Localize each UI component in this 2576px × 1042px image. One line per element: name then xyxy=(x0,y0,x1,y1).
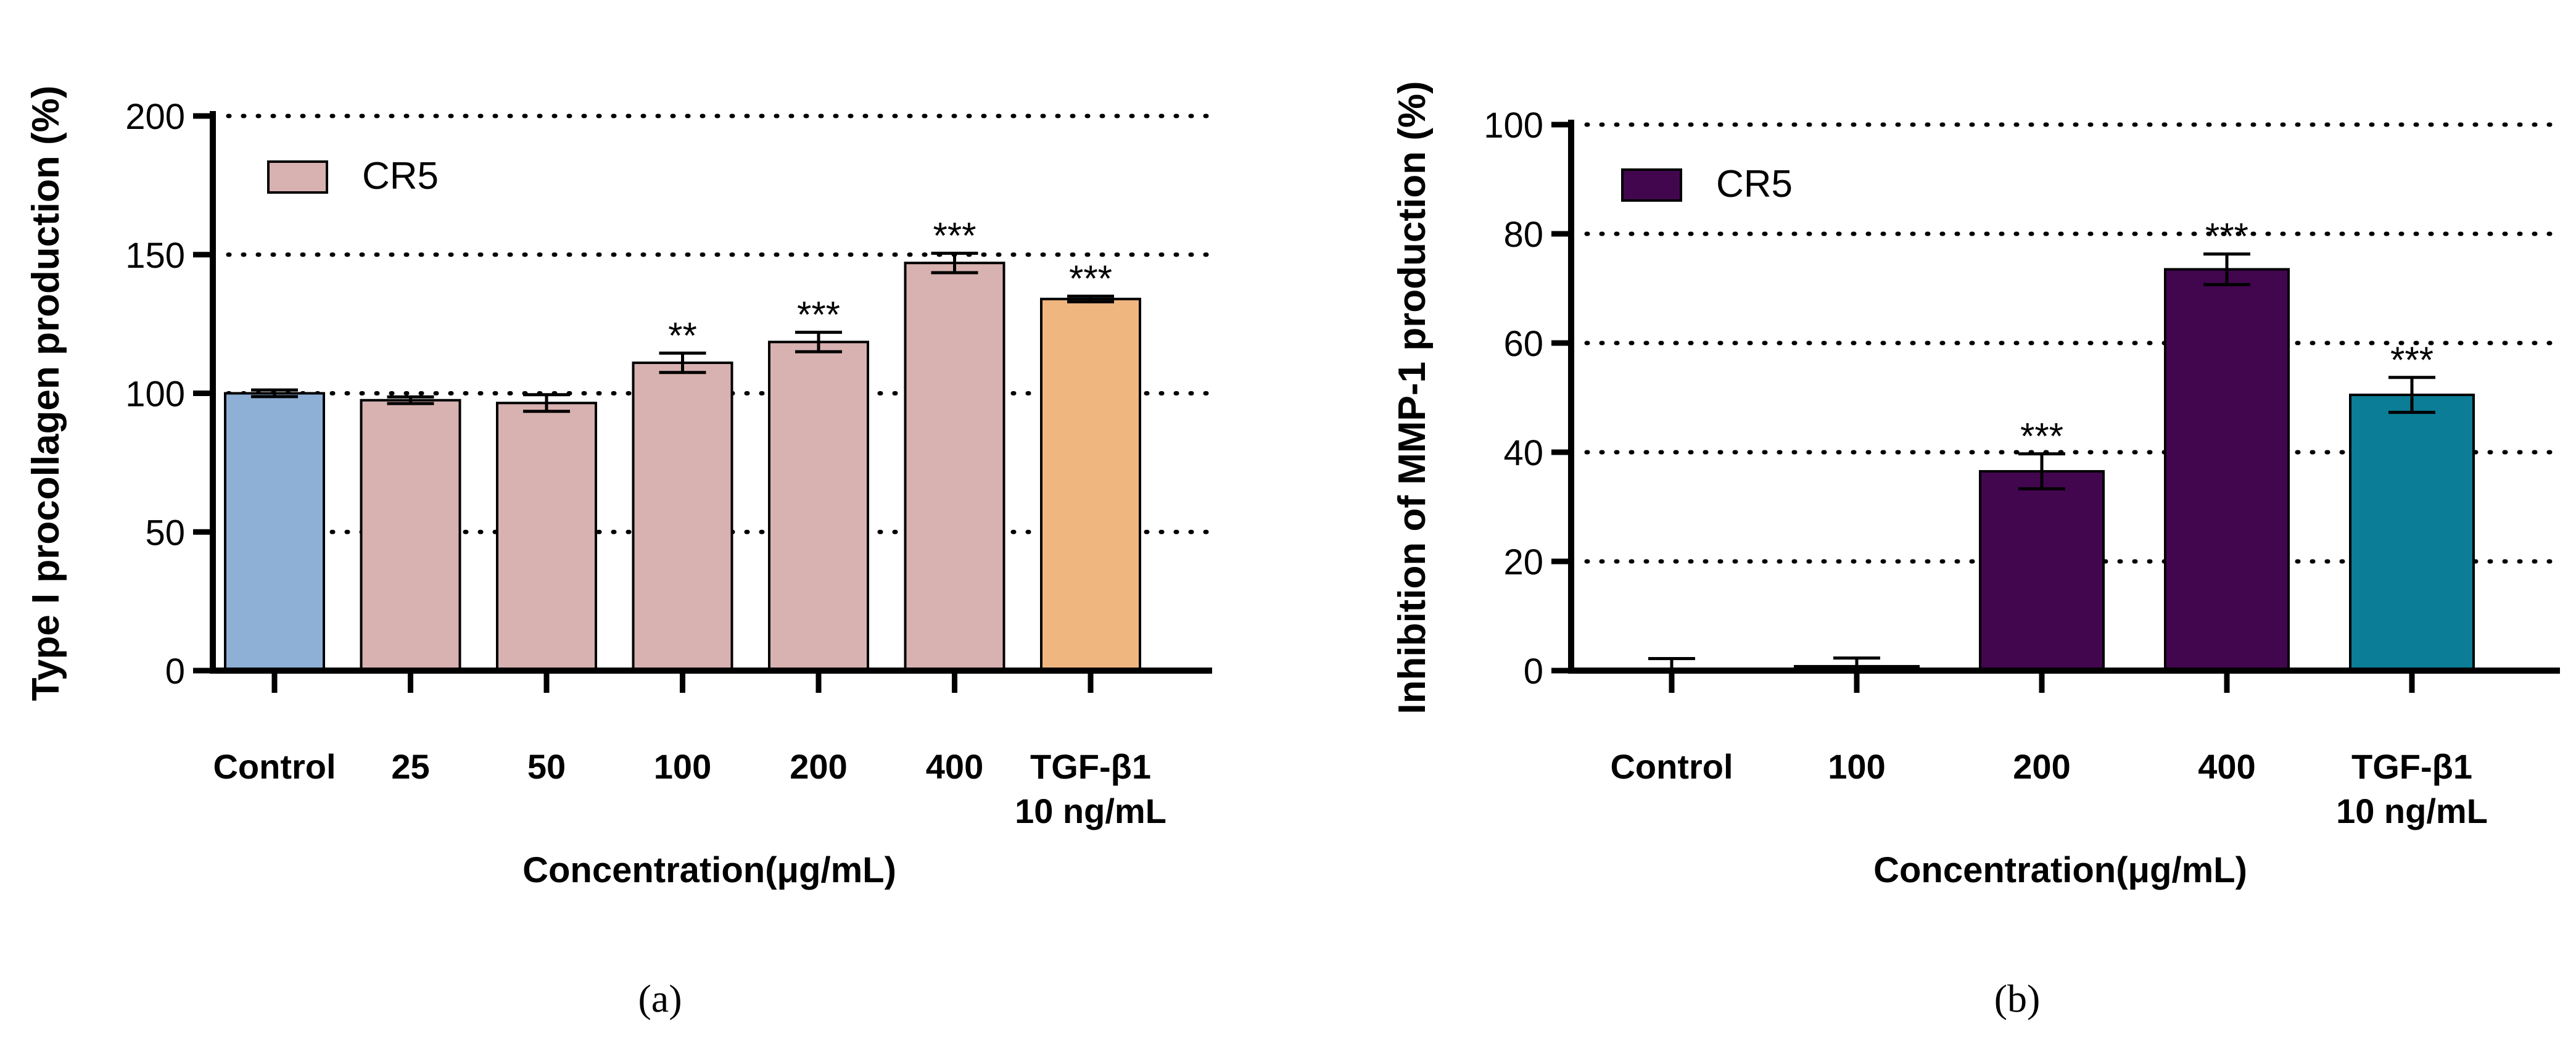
significance-marker: *** xyxy=(797,294,840,336)
y-tick-label: 100 xyxy=(125,374,185,415)
panel-label: (a) xyxy=(638,977,682,1020)
significance-marker: *** xyxy=(2390,339,2434,381)
x-tick-label: Control xyxy=(1610,747,1733,786)
y-tick-label: 0 xyxy=(165,651,185,692)
bar-25 xyxy=(360,399,461,672)
y-tick-label: 40 xyxy=(1503,433,1543,473)
x-tick-label: 25 xyxy=(391,747,429,786)
chart-b: 0 20 40 60 80 100 Control 100 *** 200 *** 400 *** TGF… xyxy=(1391,81,2562,1020)
x-tick-label: 400 xyxy=(926,747,983,786)
legend-label: CR5 xyxy=(362,155,439,197)
significance-marker: *** xyxy=(1069,258,1112,299)
significance-marker: *** xyxy=(933,215,976,257)
legend-swatch xyxy=(267,160,328,194)
y-tick-label: 80 xyxy=(1503,215,1543,255)
y-tick-label: 200 xyxy=(125,97,185,137)
significance-marker: ** xyxy=(668,315,697,356)
y-axis-title: Type I procollagen production (%) xyxy=(25,86,67,701)
bar-200 xyxy=(1979,469,2105,672)
x-tick-label: 100 xyxy=(654,747,711,786)
legend-swatch xyxy=(1621,168,1682,202)
y-axis-title: Inhibition of MMP-1 production (%) xyxy=(1391,81,1434,714)
x-tick-sublabel: 10 ng/mL xyxy=(1015,792,1166,830)
chart-a: 0 50 100 150 200 Control 25 50 ** 100 *** 200 *** 400… xyxy=(25,86,1215,1020)
significance-marker: *** xyxy=(2205,216,2248,257)
bar-400 xyxy=(904,262,1005,672)
x-tick-label: 200 xyxy=(2013,747,2070,786)
bar-TGF-β1 xyxy=(2349,394,2475,672)
bar-100 xyxy=(632,362,733,672)
y-tick-label: 150 xyxy=(125,236,185,276)
x-axis-title: Concentration(μg/mL) xyxy=(1873,850,2247,890)
y-tick-label: 100 xyxy=(1484,105,1543,146)
bar-400 xyxy=(2164,268,2290,672)
x-axis-title: Concentration(μg/mL) xyxy=(522,850,896,890)
bar-200 xyxy=(768,341,869,672)
legend-label: CR5 xyxy=(1716,163,1793,205)
y-tick-label: 0 xyxy=(1524,651,1543,692)
x-tick-label: 100 xyxy=(1828,747,1885,786)
y-tick-label: 20 xyxy=(1503,542,1543,582)
y-tick-label: 60 xyxy=(1503,324,1543,364)
x-tick-label: TGF-β1 xyxy=(1030,747,1151,786)
x-tick-label: 400 xyxy=(2198,747,2255,786)
x-tick-label: TGF-β1 xyxy=(2351,747,2472,786)
x-tick-label: 200 xyxy=(790,747,847,786)
bar-50 xyxy=(496,402,597,672)
significance-marker: *** xyxy=(2020,416,2063,457)
bar-TGF-β1 xyxy=(1040,297,1141,672)
x-tick-label: Control xyxy=(213,747,336,786)
panel-label: (b) xyxy=(1994,977,2041,1020)
x-tick-label: 50 xyxy=(527,747,566,786)
bar-Control xyxy=(224,392,325,672)
x-tick-sublabel: 10 ng/mL xyxy=(2336,792,2488,830)
y-tick-label: 50 xyxy=(145,513,185,553)
